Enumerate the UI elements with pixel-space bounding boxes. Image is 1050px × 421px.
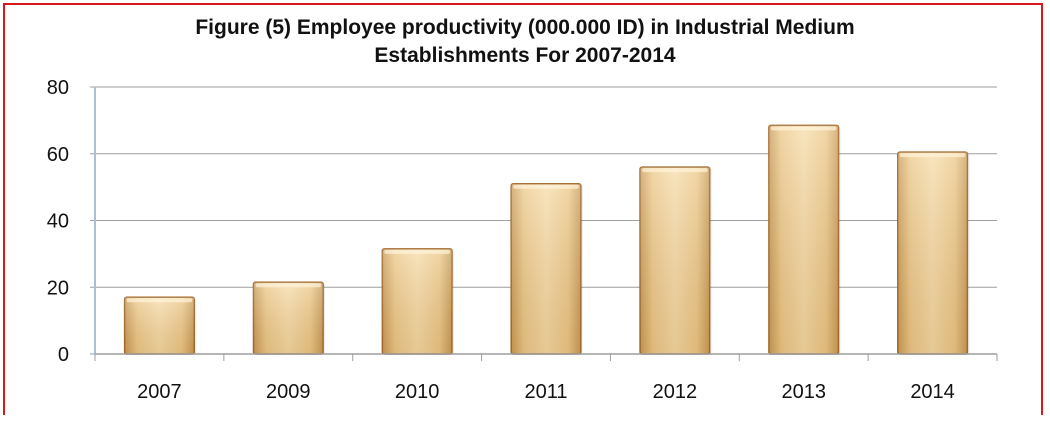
bar-shade bbox=[124, 297, 195, 354]
bar-highlight bbox=[770, 126, 837, 131]
bar-2012 bbox=[639, 166, 712, 355]
y-tick-label: 60 bbox=[47, 144, 69, 166]
bar-highlight bbox=[513, 184, 579, 189]
x-tick-label: 2010 bbox=[395, 381, 440, 403]
y-tick-label: 0 bbox=[58, 344, 69, 366]
x-tick-label: 2011 bbox=[524, 381, 567, 403]
bar-shade bbox=[382, 248, 452, 354]
bar-highlight bbox=[384, 249, 450, 254]
bar-highlight bbox=[126, 298, 193, 303]
y-tick-label: 20 bbox=[47, 277, 69, 299]
bar-2014 bbox=[897, 151, 970, 355]
bar-shade bbox=[768, 125, 839, 354]
bar-highlight bbox=[255, 283, 322, 288]
bar-highlight bbox=[642, 168, 708, 173]
chart-title: Figure (5) Employee productivity (000.00… bbox=[0, 14, 1050, 70]
bar-shade bbox=[253, 282, 324, 354]
bar-shade bbox=[640, 167, 710, 354]
bar-highlight bbox=[899, 153, 966, 158]
bar-shade bbox=[511, 183, 581, 354]
bar-2013 bbox=[768, 124, 841, 355]
y-tick-label: 80 bbox=[47, 77, 69, 99]
y-tick-label: 40 bbox=[47, 211, 69, 233]
bar-shade bbox=[897, 152, 968, 354]
bar-2010 bbox=[381, 248, 454, 355]
bar-2011 bbox=[510, 183, 583, 355]
chart-title-line-2: Establishments For 2007-2014 bbox=[374, 44, 676, 67]
x-tick-label: 2014 bbox=[910, 381, 955, 403]
bar-2007 bbox=[123, 296, 197, 355]
x-tick-label: 2013 bbox=[781, 381, 826, 403]
chart-frame bbox=[3, 3, 1043, 415]
chart-title-line-1: Figure (5) Employee productivity (000.00… bbox=[195, 16, 855, 39]
x-tick-label: 2009 bbox=[266, 381, 311, 403]
x-tick-label: 2012 bbox=[653, 381, 698, 403]
x-tick-label: 2007 bbox=[137, 381, 182, 403]
bar-2009 bbox=[252, 281, 326, 355]
